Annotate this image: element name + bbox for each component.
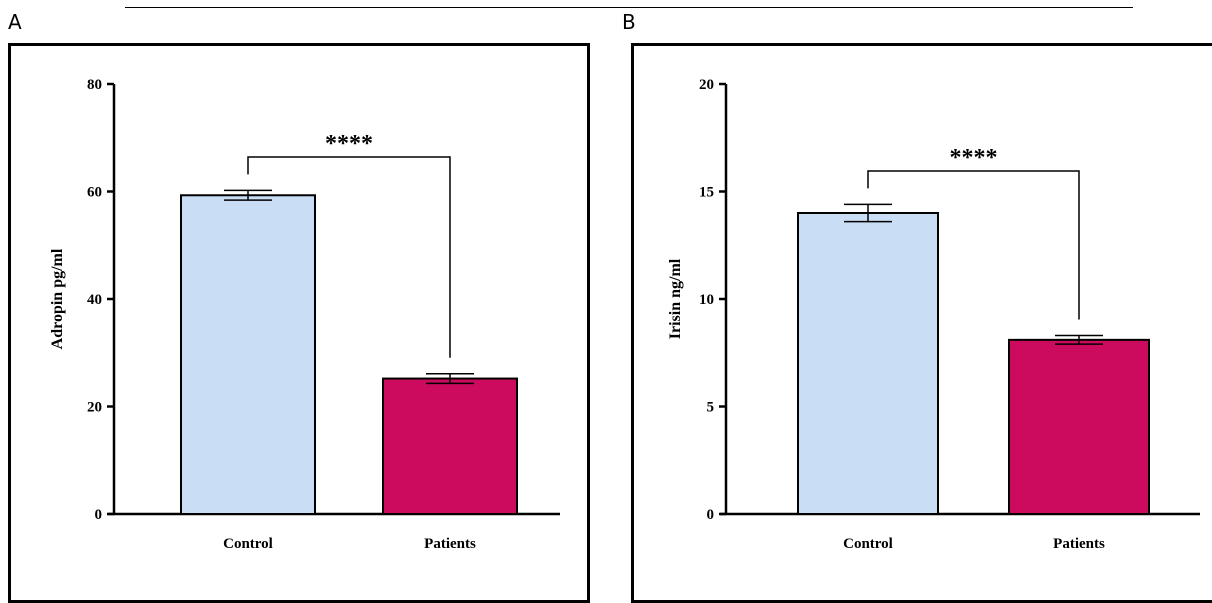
y-tick-label: 15 <box>699 185 714 201</box>
y-tick-label: 80 <box>87 77 102 93</box>
y-tick-label: 40 <box>87 292 102 308</box>
chart-adropin: 0 20 40 60 80 Adropin pg/ml Control Patients ***… <box>49 77 560 552</box>
significance-bracket <box>247 156 451 358</box>
y-tick-label: 60 <box>87 185 102 201</box>
y-tick-label: 0 <box>95 507 103 523</box>
chart-irisin: 0 5 10 15 20 Irisin ng/ml Control Patients **** <box>667 77 1200 552</box>
x-category-label: Control <box>223 536 273 552</box>
y-tick-label: 20 <box>87 400 102 416</box>
y-tick-label: 10 <box>699 292 714 308</box>
significance-label: **** <box>950 145 998 171</box>
bar-patients <box>382 377 518 515</box>
y-tick-label: 0 <box>707 507 715 523</box>
bar-control <box>180 194 316 515</box>
y-tick-label: 20 <box>699 77 714 93</box>
bar-control <box>797 212 939 515</box>
x-category-label: Control <box>843 536 893 552</box>
y-tick-label: 5 <box>707 400 715 416</box>
panel-letter-a: A <box>8 10 22 34</box>
bar-patients <box>1008 338 1150 515</box>
significance-label: **** <box>325 131 373 157</box>
y-axis-title: Irisin ng/ml <box>667 258 684 339</box>
y-axis-title: Adropin pg/ml <box>49 248 66 349</box>
x-category-label: Patients <box>424 536 476 552</box>
x-category-label: Patients <box>1053 536 1105 552</box>
panel-letter-b: B <box>622 10 636 34</box>
significance-bracket <box>867 170 1080 320</box>
top-rule <box>125 7 1133 8</box>
